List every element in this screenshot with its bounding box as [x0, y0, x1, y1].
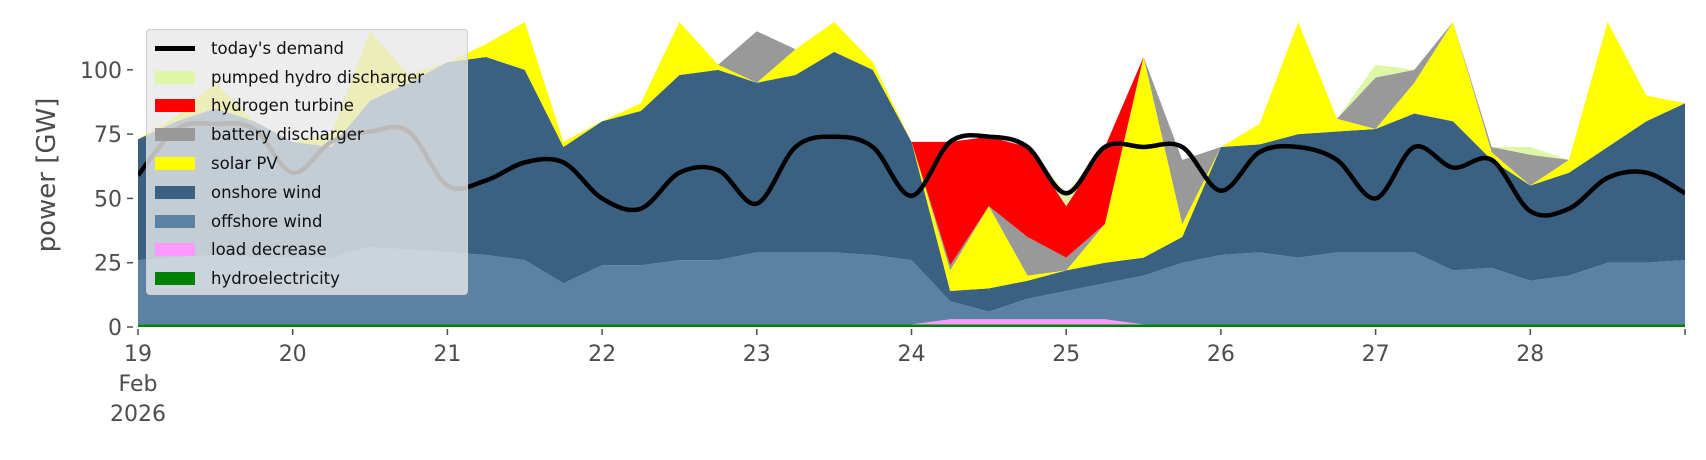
legend-item: offshore wind — [155, 207, 467, 236]
x-tick-label: 26 — [1207, 342, 1235, 367]
x-tick-label: 21 — [433, 342, 461, 367]
y-tick-label: 0 — [108, 316, 122, 341]
legend-swatch — [155, 243, 195, 257]
legend-label: today's demand — [211, 38, 345, 58]
legend-label: offshore wind — [211, 211, 323, 231]
legend-label: solar PV — [211, 154, 278, 174]
legend-label: load decrease — [211, 240, 327, 260]
legend-swatch — [155, 185, 195, 199]
legend-item: onshore wind — [155, 178, 467, 207]
legend-swatch — [155, 128, 195, 142]
legend-item: pumped hydro discharger — [155, 63, 467, 92]
x-tick-label: 24 — [898, 342, 926, 367]
legend-label: pumped hydro discharger — [211, 67, 425, 87]
y-axis-label: power [GW] — [32, 98, 62, 253]
legend-swatch — [155, 45, 195, 51]
x-axis: 19 Feb 2026 20 21 22 23 24 25 26 27 28 — [110, 329, 1686, 427]
x-tick-sublabel: 2026 — [110, 402, 166, 427]
y-tick-label: 25 — [94, 252, 122, 277]
legend-item: solar PV — [155, 149, 467, 178]
area-offshore-wind — [138, 247, 1685, 325]
legend-label: hydroelectricity — [211, 269, 340, 289]
legend-item: today's demand — [155, 34, 467, 63]
legend: today's demand pumped hydro discharger h… — [146, 29, 468, 295]
y-axis: 0 25 50 75 100 — [80, 59, 133, 341]
x-tick-label: 22 — [588, 342, 616, 367]
area-onshore-wind — [138, 51, 1685, 312]
legend-swatch — [155, 214, 195, 228]
legend-item: battery discharger — [155, 120, 467, 149]
legend-label: onshore wind — [211, 182, 322, 202]
stacked-areas — [138, 22, 1685, 327]
area-solar-pv — [138, 22, 1685, 291]
x-tick-label: 25 — [1052, 342, 1080, 367]
legend-item: hydroelectricity — [155, 264, 467, 293]
y-tick-label: 50 — [94, 187, 122, 212]
legend-item: load decrease — [155, 236, 467, 265]
x-tick-label: 28 — [1516, 342, 1544, 367]
x-tick-label: 27 — [1362, 342, 1390, 367]
legend-swatch — [155, 157, 195, 171]
legend-label: battery discharger — [211, 125, 364, 145]
legend-swatch — [155, 99, 195, 113]
legend-item: hydrogen turbine — [155, 92, 467, 121]
x-tick-label: 19 — [124, 342, 152, 367]
y-tick-label: 100 — [80, 59, 122, 84]
x-tick-label: 20 — [279, 342, 307, 367]
legend-swatch — [155, 272, 195, 286]
area-hydroelectricity — [138, 324, 1685, 327]
x-tick-sublabel: Feb — [119, 372, 158, 397]
y-tick-label: 75 — [94, 123, 122, 148]
legend-swatch — [155, 70, 195, 84]
legend-label: hydrogen turbine — [211, 96, 354, 116]
x-tick-label: 23 — [743, 342, 771, 367]
